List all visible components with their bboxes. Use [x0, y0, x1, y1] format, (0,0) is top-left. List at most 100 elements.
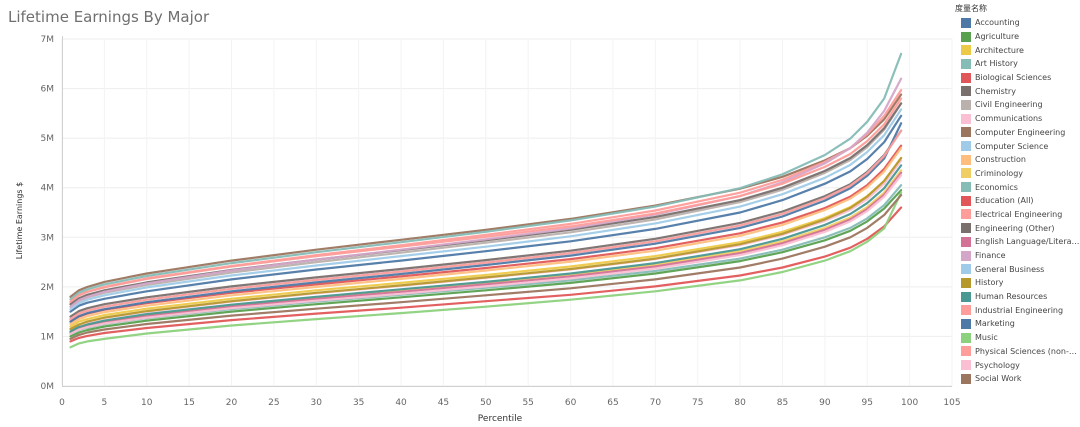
series-line-finance — [69, 77, 903, 308]
legend-item[interactable]: Computer Engineering — [955, 126, 1080, 140]
legend-item[interactable]: Architecture — [955, 43, 1080, 57]
legend-item[interactable]: Criminology — [955, 167, 1080, 181]
legend-label: Agriculture — [975, 32, 1019, 42]
x-tick-label: 80 — [734, 398, 746, 408]
legend-item[interactable]: Civil Engineering — [955, 98, 1080, 112]
legend-title: 度量名称 — [955, 4, 987, 13]
legend-item[interactable]: Agriculture — [955, 30, 1080, 44]
x-tick-label: 75 — [692, 398, 703, 408]
y-tick-label: 1M — [41, 332, 55, 342]
series-line-psychology — [69, 174, 903, 335]
legend-label: Biological Sciences — [975, 73, 1052, 83]
x-tick-label: 20 — [226, 398, 238, 408]
series-line-accounting — [69, 114, 903, 313]
legend: 度量名称 Accounting Agriculture Architecture Ar… — [955, 3, 1080, 386]
x-tick-label: 40 — [395, 398, 407, 408]
x-tick-label: 90 — [819, 398, 831, 408]
legend-items: Accounting Agriculture Architecture Art His… — [955, 16, 1080, 386]
legend-swatch — [961, 223, 971, 234]
legend-label: English Language/Literature — [975, 237, 1080, 247]
legend-label: Civil Engineering — [975, 100, 1043, 110]
legend-item[interactable]: English Language/Literature — [955, 235, 1080, 249]
series-line-human-resources — [69, 164, 903, 333]
series-line-music — [69, 191, 903, 349]
legend-label: Music — [975, 333, 998, 343]
legend-item[interactable]: Economics — [955, 180, 1080, 194]
legend-item[interactable]: Education (All) — [955, 194, 1080, 208]
legend-item[interactable]: History — [955, 276, 1080, 290]
legend-swatch — [961, 45, 971, 56]
y-tick-label: 3M — [41, 233, 55, 243]
legend-swatch — [961, 182, 971, 193]
legend-label: Engineering (Other) — [975, 223, 1055, 233]
legend-item[interactable]: Music — [955, 331, 1080, 345]
legend-item[interactable]: Communications — [955, 112, 1080, 126]
x-tick-label: 85 — [777, 398, 788, 408]
series-line-education-all — [69, 206, 903, 343]
series-line-chemistry — [69, 129, 903, 318]
y-tick-label: 6M — [41, 85, 55, 95]
legend-item[interactable]: Art History — [955, 57, 1080, 71]
legend-item[interactable]: Physical Sciences (non-Chemistry) — [955, 345, 1080, 359]
legend-swatch — [961, 236, 971, 247]
legend-swatch — [961, 250, 971, 261]
x-tick-label: 60 — [565, 398, 577, 408]
legend-swatch — [961, 305, 971, 316]
legend-item[interactable]: Construction — [955, 153, 1080, 167]
legend-swatch — [961, 99, 971, 110]
legend-label: Architecture — [975, 45, 1024, 55]
series-line-engineering-other — [69, 102, 903, 306]
series-line-physical-sciences-non-chemistry — [69, 129, 903, 321]
x-tick-label: 10 — [141, 398, 153, 408]
x-tick-label: 0 — [59, 398, 65, 408]
legend-label: Education (All) — [975, 196, 1034, 206]
legend-item[interactable]: Marketing — [955, 317, 1080, 331]
legend-label: Computer Science — [975, 141, 1049, 151]
series-line-marketing — [69, 122, 903, 323]
legend-item[interactable]: Finance — [955, 249, 1080, 263]
legend-swatch — [961, 113, 971, 124]
legend-swatch — [961, 346, 971, 357]
legend-item[interactable]: Industrial Engineering — [955, 303, 1080, 317]
legend-swatch — [961, 154, 971, 165]
legend-swatch — [961, 72, 971, 83]
legend-swatch — [961, 264, 971, 275]
legend-swatch — [961, 209, 971, 220]
legend-label: Communications — [975, 114, 1043, 124]
x-tick-label: 105 — [943, 398, 960, 408]
y-tick-label: 5M — [41, 134, 55, 144]
legend-item[interactable]: Social Work — [955, 372, 1080, 386]
legend-item[interactable]: Chemistry — [955, 84, 1080, 98]
legend-item[interactable]: Electrical Engineering — [955, 208, 1080, 222]
legend-item[interactable]: General Business — [955, 262, 1080, 276]
legend-label: Computer Engineering — [975, 127, 1066, 137]
x-axis-title: Percentile — [478, 414, 523, 424]
legend-item[interactable]: Engineering (Other) — [955, 221, 1080, 235]
x-tick-label: 30 — [311, 398, 323, 408]
legend-item[interactable]: Biological Sciences — [955, 71, 1080, 85]
legend-item[interactable]: Computer Science — [955, 139, 1080, 153]
legend-label: Chemistry — [975, 86, 1016, 96]
x-tick-label: 100 — [901, 398, 918, 408]
x-tick-label: 70 — [650, 398, 662, 408]
legend-label: Art History — [975, 59, 1018, 69]
legend-label: History — [975, 278, 1004, 288]
x-tick-label: 55 — [522, 398, 533, 408]
x-tick-label: 65 — [607, 398, 618, 408]
series-line-english-language-literature — [69, 171, 903, 334]
legend-label: Electrical Engineering — [975, 209, 1063, 219]
legend-swatch — [961, 31, 971, 42]
legend-item[interactable]: Accounting — [955, 16, 1080, 30]
x-tick-label: 15 — [183, 398, 194, 408]
legend-label: Social Work — [975, 374, 1022, 384]
legend-label: Construction — [975, 155, 1026, 165]
legend-swatch — [961, 291, 971, 302]
x-tick-label: 45 — [438, 398, 449, 408]
legend-label: Accounting — [975, 18, 1020, 28]
legend-label: Marketing — [975, 319, 1015, 329]
series-line-construction — [69, 147, 903, 326]
legend-swatch — [961, 86, 971, 97]
series-line-computer-science — [69, 108, 903, 311]
legend-item[interactable]: Human Resources — [955, 290, 1080, 304]
legend-item[interactable]: Psychology — [955, 358, 1080, 372]
